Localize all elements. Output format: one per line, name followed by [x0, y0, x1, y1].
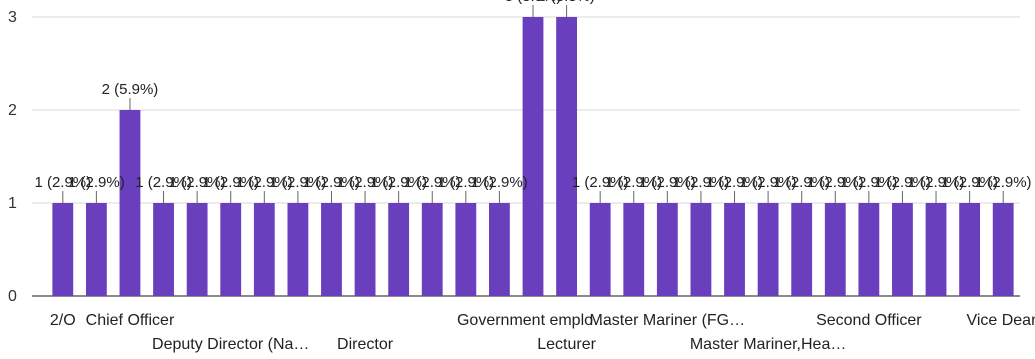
x-axis-labels: 2/O Chief Officer Deputy Director (Na… Dire…: [50, 312, 1035, 353]
data-label: 1 (2.9%): [975, 174, 1032, 191]
y-axis-ticks: 0 1 2 3: [8, 9, 17, 305]
data-label: 1 (2.9%): [303, 174, 360, 191]
data-label: 1 (2.9%): [437, 174, 494, 191]
x-tick-label: Master Mariner (FG…: [590, 312, 746, 329]
bar[interactable]: [623, 203, 645, 296]
data-label: 1 (2.9%): [941, 174, 998, 191]
x-tick-label: Government emplo…: [457, 312, 609, 329]
bar[interactable]: [757, 203, 779, 296]
bar[interactable]: [690, 203, 712, 296]
data-label: 1 (2.9%): [236, 174, 293, 191]
x-tick-label: Lecturer: [537, 336, 596, 353]
data-label: 1 (2.9%): [404, 174, 461, 191]
data-label: 1 (2.9%): [34, 174, 91, 191]
data-label: 1 (2.9%): [202, 174, 259, 191]
data-label: 1 (2.9%): [68, 174, 125, 191]
data-label: 3 (8.8%): [538, 0, 595, 5]
bar[interactable]: [388, 203, 410, 296]
bar[interactable]: [354, 203, 376, 296]
data-label: 1 (2.9%): [370, 174, 427, 191]
bar[interactable]: [85, 203, 107, 296]
bar[interactable]: [589, 203, 611, 296]
bar[interactable]: [556, 17, 577, 296]
data-label: 1 (2.9%): [639, 174, 696, 191]
bar[interactable]: [455, 203, 477, 296]
x-tick-label: 2/O: [50, 312, 76, 329]
data-label: 1 (2.9%): [270, 174, 327, 191]
data-label: 1 (2.9%): [605, 174, 662, 191]
bar[interactable]: [52, 203, 74, 296]
data-label: 1 (2.9%): [673, 174, 730, 191]
bar[interactable]: [489, 203, 510, 296]
bar[interactable]: [287, 203, 309, 296]
x-tick-label: Master Mariner,Hea…: [690, 336, 847, 353]
data-label: 1 (2.9%): [874, 174, 931, 191]
data-label: 1 (2.9%): [337, 174, 394, 191]
data-label: 2 (5.9%): [102, 81, 159, 98]
data-label: 3 (8.8%): [505, 0, 562, 5]
bar[interactable]: [959, 203, 981, 296]
bar[interactable]: [992, 203, 1014, 296]
x-tick-label: Deputy Director (Na…: [152, 336, 309, 353]
bar[interactable]: [321, 203, 342, 296]
x-tick-label: Vice Dean: [966, 312, 1035, 329]
x-tick-label: Director: [337, 336, 394, 353]
bar[interactable]: [892, 203, 913, 296]
bar[interactable]: [220, 203, 242, 296]
bar[interactable]: [186, 203, 208, 296]
bar[interactable]: [153, 203, 174, 296]
bar[interactable]: [656, 203, 678, 296]
data-label: 1 (2.9%): [706, 174, 763, 191]
x-tick-label: Second Officer: [816, 312, 922, 329]
x-tick-label: Chief Officer: [86, 312, 175, 329]
data-label: 1 (2.9%): [572, 174, 629, 191]
bar[interactable]: [824, 203, 846, 296]
data-label: 1 (2.9%): [773, 174, 830, 191]
bar[interactable]: [253, 203, 275, 296]
data-label: 1 (2.9%): [169, 174, 226, 191]
bar[interactable]: [858, 203, 880, 296]
bar[interactable]: [421, 203, 443, 296]
data-label: 1 (2.9%): [841, 174, 898, 191]
y-tick-label: 3: [8, 9, 17, 26]
data-label: 1 (2.9%): [908, 174, 965, 191]
bar[interactable]: [925, 203, 947, 296]
y-tick-label: 2: [8, 102, 17, 119]
data-label: 1 (2.9%): [471, 174, 528, 191]
y-tick-label: 1: [8, 195, 17, 212]
data-labels: 1 (2.9%)1 (2.9%)2 (5.9%)1 (2.9%)1 (2.9%)…: [34, 0, 1032, 203]
data-label: 1 (2.9%): [135, 174, 192, 191]
bar[interactable]: [791, 203, 813, 296]
bar[interactable]: [522, 17, 544, 296]
bars: [52, 17, 1014, 296]
y-tick-label: 0: [8, 288, 17, 305]
data-label: 1 (2.9%): [807, 174, 864, 191]
bar[interactable]: [119, 110, 141, 296]
data-label: 1 (2.9%): [740, 174, 797, 191]
bar[interactable]: [724, 203, 745, 296]
